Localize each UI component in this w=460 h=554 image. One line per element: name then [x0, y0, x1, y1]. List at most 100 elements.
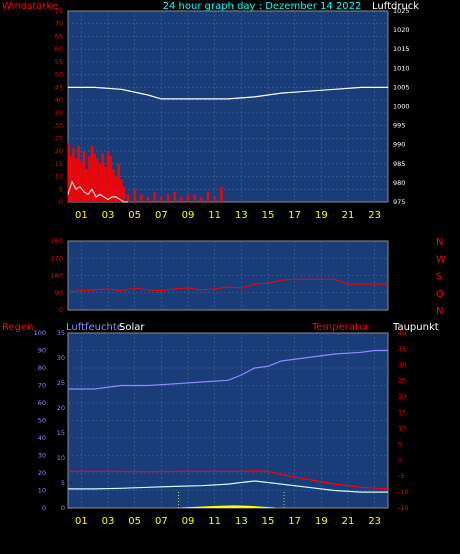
x-tick-label: 19	[315, 516, 328, 527]
temperature-axis-title: Temperatur	[311, 322, 370, 333]
x-tick-label: 11	[208, 210, 221, 221]
x-tick-label: 17	[288, 516, 301, 527]
direction-tick-label: 360	[51, 237, 63, 245]
regen-tick-label: 0	[42, 504, 46, 512]
left-tick-label: 30	[55, 122, 63, 130]
x-tick-label: 13	[235, 210, 248, 221]
temperature-tick-label: -10	[398, 488, 409, 496]
x-tick-label: 23	[368, 516, 381, 527]
x-tick-label: 03	[102, 516, 115, 527]
temperature-tick-label: 15	[398, 409, 406, 417]
right-tick-label: 1000	[393, 103, 410, 111]
humidity-tick-label: 0	[61, 504, 65, 512]
temperature-tick-label: 10	[398, 424, 406, 432]
humidity-tick-label: 20	[57, 404, 65, 412]
direction-tick-label: 180	[51, 272, 63, 280]
left-tick-label: 50	[55, 71, 63, 79]
x-tick-label: 23	[368, 210, 381, 221]
right-axis-title: Luftdruck	[372, 1, 419, 12]
right-tick-label: 1005	[393, 83, 410, 91]
x-tick-label: 05	[128, 516, 141, 527]
humidity-tick-label: 30	[57, 354, 65, 362]
left-tick-label: 20	[55, 147, 63, 155]
x-tick-label: 09	[182, 516, 195, 527]
temperature-tick-label: 30	[398, 361, 406, 369]
regen-tick-label: 100	[34, 329, 46, 337]
chart-title: 24 hour graph day : Dezember 14 2022	[163, 1, 362, 12]
x-tick-label: 13	[235, 516, 248, 527]
left-tick-label: 15	[55, 160, 63, 168]
compass-label: S	[436, 272, 442, 283]
temperature-tick-label: -5	[398, 472, 404, 480]
direction-tick-label: 270	[51, 254, 63, 262]
direction-tick-label: 90	[55, 289, 63, 297]
wind-direction-line	[67, 278, 388, 293]
temperature-tick-label: 40	[398, 329, 406, 337]
x-tick-label: 15	[262, 210, 275, 221]
x-tick-label: 09	[182, 210, 195, 221]
temperature-tick-label: 20	[398, 393, 406, 401]
compass-label: W	[436, 254, 446, 265]
right-tick-label: 1020	[393, 26, 410, 34]
regen-tick-label: 40	[38, 434, 46, 442]
right-tick-label: 1010	[393, 64, 410, 72]
regen-tick-label: 60	[38, 399, 46, 407]
dewpoint-axis-title: Taupunkt	[392, 322, 439, 333]
left-tick-label: 55	[55, 58, 63, 66]
plot-area-1	[67, 10, 389, 203]
x-tick-label: 21	[342, 210, 355, 221]
left-tick-label: 5	[59, 185, 63, 193]
left-tick-label: 75	[55, 7, 63, 15]
x-tick-label: 11	[208, 516, 221, 527]
compass-label: O	[436, 289, 444, 300]
right-tick-label: 1025	[393, 7, 410, 15]
temperature-tick-label: 5	[398, 440, 402, 448]
solar-area	[181, 505, 275, 508]
temperature-tick-label: -15	[398, 504, 409, 512]
right-tick-label: 995	[393, 122, 405, 130]
left-tick-label: 0	[59, 198, 63, 206]
regen-tick-label: 30	[38, 452, 46, 460]
left-tick-label: 40	[55, 96, 63, 104]
humidity-tick-label: 10	[57, 454, 65, 462]
right-tick-label: 990	[393, 141, 405, 149]
humidity-line	[68, 349, 388, 390]
humidity-tick-label: 15	[57, 429, 65, 437]
left-tick-label: 60	[55, 45, 63, 53]
dewpoint-line	[68, 480, 388, 493]
right-tick-label: 975	[393, 198, 405, 206]
regen-tick-label: 20	[38, 469, 46, 477]
gust-line	[67, 180, 128, 203]
left-tick-label: 10	[55, 173, 63, 181]
humidity-tick-label: 25	[57, 379, 65, 387]
x-tick-label: 15	[262, 516, 275, 527]
regen-tick-label: 10	[38, 487, 46, 495]
humidity-tick-label: 35	[57, 329, 65, 337]
x-tick-label: 21	[342, 516, 355, 527]
left-tick-label: 45	[55, 83, 63, 91]
x-tick-label: 07	[155, 210, 168, 221]
compass-label: N	[436, 306, 443, 317]
temperature-tick-label: 0	[398, 456, 402, 464]
left-tick-label: 70	[55, 20, 63, 28]
x-tick-label: 05	[128, 210, 141, 221]
temperature-tick-label: 25	[398, 377, 406, 385]
x-tick-label: 17	[288, 210, 301, 221]
left-axis-title: Windstärke	[2, 1, 58, 12]
x-tick-label: 03	[102, 210, 115, 221]
right-tick-label: 1015	[393, 45, 410, 53]
temperature-tick-label: 35	[398, 345, 406, 353]
x-tick-label: 07	[155, 516, 168, 527]
x-tick-label: 01	[75, 516, 88, 527]
regen-tick-label: 80	[38, 364, 46, 372]
compass-label: N	[436, 237, 443, 248]
regen-tick-label: 70	[38, 382, 46, 390]
left-tick-label: 25	[55, 134, 63, 142]
right-tick-label: 985	[393, 160, 405, 168]
left-tick-label: 35	[55, 109, 63, 117]
regen-axis-title: Regen	[2, 322, 34, 333]
solar-axis-title: Solar	[119, 322, 145, 333]
humidity-tick-label: 5	[61, 479, 65, 487]
left-tick-label: 65	[55, 32, 63, 40]
